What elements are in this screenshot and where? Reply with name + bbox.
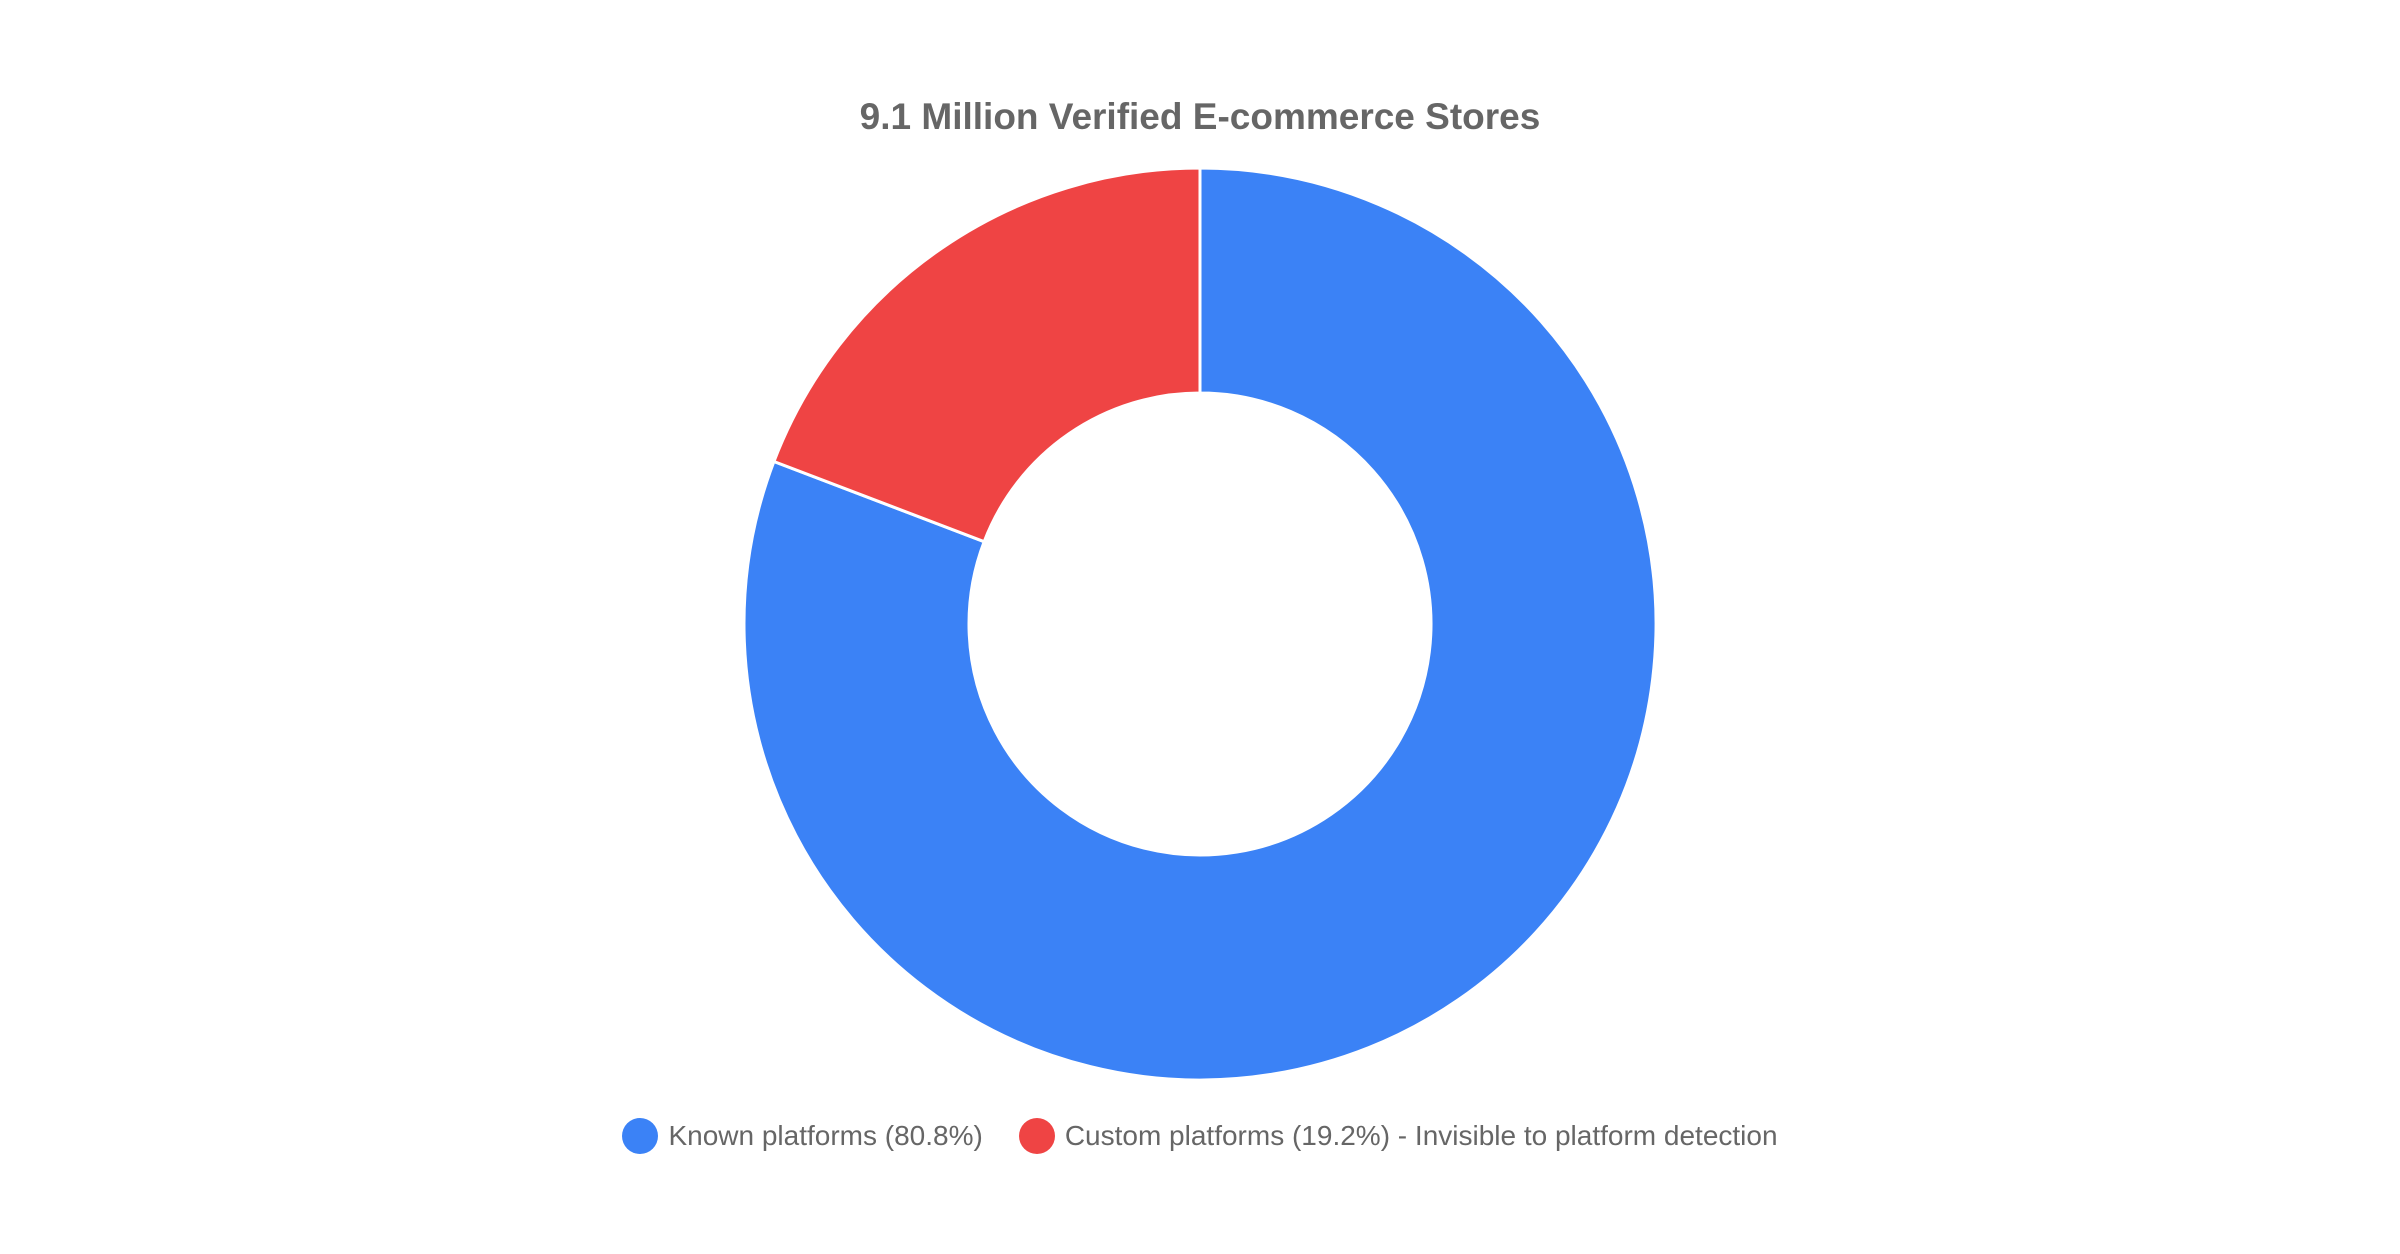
legend-label: Custom platforms (19.2%) - Invisible to …: [1064, 1120, 1778, 1151]
chart-title: 9.1 Million Verified E-commerce Stores: [859, 96, 1541, 137]
slice-1[interactable]: [772, 166, 1202, 544]
legend-swatch: [1018, 1118, 1055, 1154]
legend-item-custom[interactable]: Custom platforms (19.2%) - Invisible to …: [1018, 1118, 1778, 1154]
legend-swatch: [622, 1118, 659, 1154]
legend-item-known[interactable]: Known platforms (80.8%): [622, 1118, 983, 1154]
legend-label: Known platforms (80.8%): [668, 1120, 983, 1151]
legend: Known platforms (80.8%) Custom platforms…: [0, 1118, 2400, 1154]
slice-0[interactable]: [742, 166, 1658, 1082]
